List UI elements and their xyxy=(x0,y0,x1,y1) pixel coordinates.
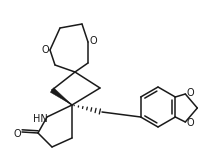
Polygon shape xyxy=(50,88,72,105)
Text: O: O xyxy=(13,129,21,139)
Text: O: O xyxy=(187,118,194,128)
Text: O: O xyxy=(187,88,194,98)
Text: O: O xyxy=(41,45,49,55)
Text: O: O xyxy=(89,36,97,46)
Text: HN: HN xyxy=(33,114,47,124)
